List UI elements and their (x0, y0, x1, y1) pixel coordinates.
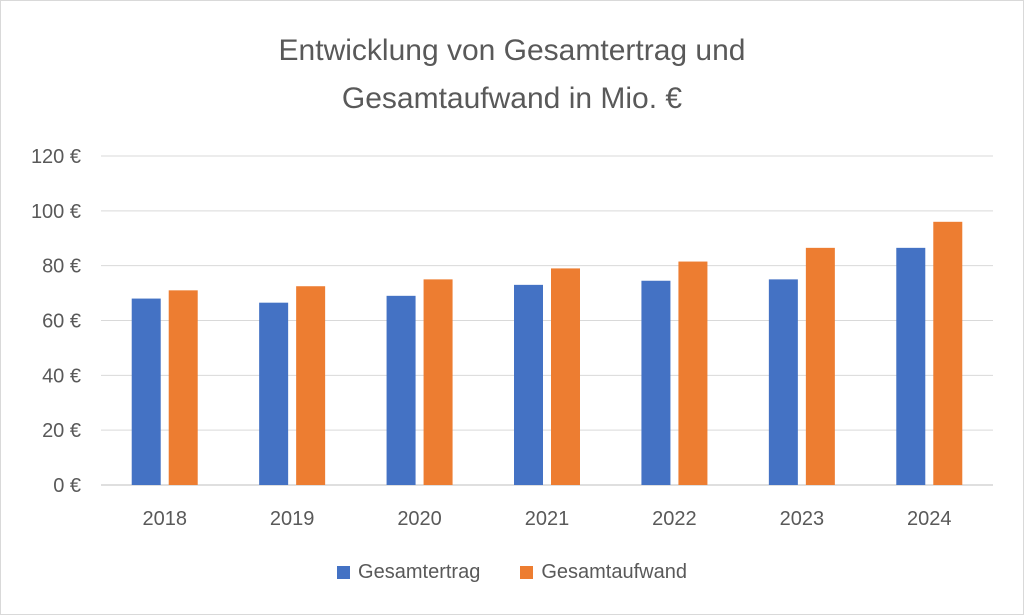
chart-title-line-2: Gesamtaufwand in Mio. € (341, 82, 683, 115)
legend-swatch-gesamtertrag (337, 566, 351, 579)
legend-label-gesamtertrag: Gesamtertrag (358, 561, 481, 583)
chart-legend: Gesamtertrag Gesamtaufwand (1, 561, 1023, 584)
bar-gesamtaufwand-2020 (423, 279, 453, 485)
x-tick-label-2022: 2022 (652, 508, 697, 530)
bar-gesamtertrag-2024 (896, 247, 926, 485)
y-tick-label-80: 80 € (42, 256, 81, 278)
bar-gesamtertrag-2023 (768, 279, 798, 485)
legend-label-gesamtaufwand: Gesamtaufwand (541, 561, 687, 583)
bar-gesamtaufwand-2019 (296, 286, 326, 485)
x-tick-label-2024: 2024 (907, 508, 952, 530)
y-tick-label-40: 40 € (42, 365, 81, 387)
x-tick-label-2020: 2020 (397, 508, 442, 530)
bar-gesamtaufwand-2021 (551, 268, 580, 485)
bar-gesamtertrag-2019 (259, 302, 289, 485)
bar-gesamtaufwand-2018 (168, 290, 198, 485)
y-tick-label-100: 100 € (31, 201, 81, 223)
legend-item-gesamtaufwand: Gesamtaufwand (520, 561, 687, 584)
bar-gesamtertrag-2018 (131, 298, 161, 485)
x-tick-label-2019: 2019 (270, 508, 315, 530)
x-tick-label-2023: 2023 (780, 508, 825, 530)
x-tick-label-2018: 2018 (142, 508, 187, 530)
bar-gesamtaufwand-2024 (933, 221, 963, 486)
y-tick-label-0: 0 € (53, 475, 81, 497)
bar-gesamtertrag-2022 (641, 280, 671, 485)
legend-swatch-gesamtaufwand (520, 566, 534, 579)
chart-title: Entwicklung von Gesamtertrag und Gesamta… (1, 27, 1023, 123)
bar-gesamtertrag-2021 (514, 284, 543, 485)
bar-gesamtaufwand-2022 (678, 261, 708, 485)
y-tick-label-60: 60 € (42, 311, 81, 333)
bar-gesamtertrag-2020 (386, 295, 416, 485)
chart-title-line-1: Entwicklung von Gesamtertrag und (278, 34, 746, 67)
y-tick-label-20: 20 € (42, 420, 81, 442)
x-tick-label-2021: 2021 (525, 508, 570, 530)
bar-gesamtaufwand-2023 (805, 247, 835, 485)
legend-item-gesamtertrag: Gesamtertrag (337, 561, 480, 584)
y-tick-label-120: 120 € (31, 146, 81, 168)
